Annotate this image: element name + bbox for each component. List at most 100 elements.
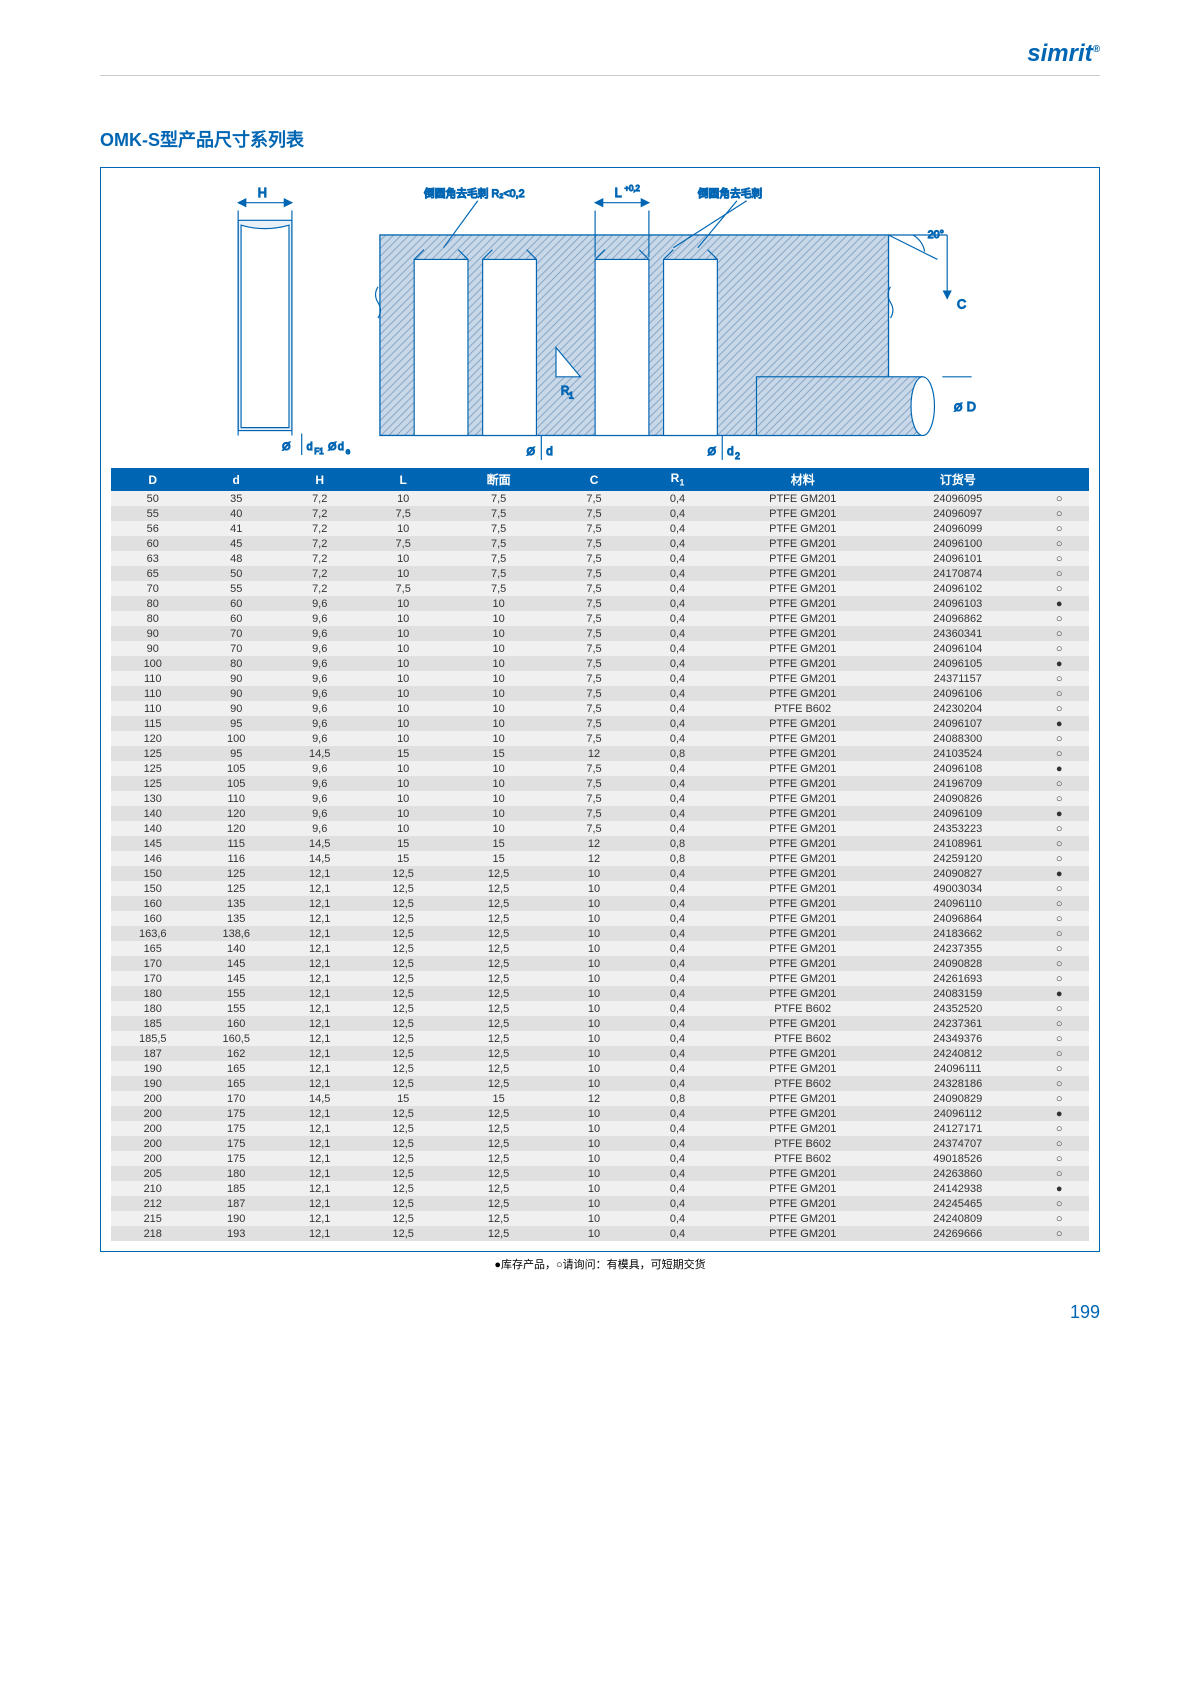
table-cell: 110 — [111, 686, 194, 701]
table-cell: PTFE GM201 — [719, 851, 886, 866]
table-cell: 0,4 — [636, 491, 719, 506]
table-cell: 10 — [552, 1196, 635, 1211]
table-cell: PTFE B602 — [719, 1031, 886, 1046]
table-cell: 125 — [194, 881, 277, 896]
table-row: 19016512,112,512,5100,4PTFE GM2012409611… — [111, 1061, 1089, 1076]
table-cell: 180 — [194, 1166, 277, 1181]
table-cell: 200 — [111, 1091, 194, 1106]
table-cell: 10 — [361, 641, 444, 656]
table-cell: 12,1 — [278, 1151, 361, 1166]
table-cell: PTFE GM201 — [719, 836, 886, 851]
svg-text:Ø: Ø — [708, 446, 716, 458]
table-cell: 165 — [194, 1061, 277, 1076]
table-cell: 0,4 — [636, 1076, 719, 1091]
table-cell: 0,4 — [636, 821, 719, 836]
svg-text:d: d — [338, 441, 344, 453]
table-cell: 212 — [111, 1196, 194, 1211]
table-cell: 170 — [111, 971, 194, 986]
table-cell: 15 — [445, 1091, 552, 1106]
table-cell: 120 — [194, 821, 277, 836]
table-cell: ○ — [1029, 896, 1089, 911]
table-cell: 12,1 — [278, 1046, 361, 1061]
table-cell: 12,5 — [361, 971, 444, 986]
table-cell: 24096109 — [886, 806, 1029, 821]
table-cell: 12,5 — [445, 896, 552, 911]
table-cell: PTFE GM201 — [719, 1106, 886, 1121]
table-cell: 10 — [552, 926, 635, 941]
table-cell: 24237355 — [886, 941, 1029, 956]
table-cell: 0,4 — [636, 671, 719, 686]
col-header-7: 材料 — [719, 468, 886, 491]
table-cell: 10 — [552, 1121, 635, 1136]
page-title: OMK-S型产品尺寸系列表 — [100, 126, 1100, 152]
table-cell: 12,1 — [278, 866, 361, 881]
table-row: 185,5160,512,112,512,5100,4PTFE B6022434… — [111, 1031, 1089, 1046]
table-cell: ○ — [1029, 1226, 1089, 1241]
table-row: 1251059,610107,50,4PTFE GM20124096108● — [111, 761, 1089, 776]
table-cell: 12,5 — [361, 1046, 444, 1061]
table-cell: 0,4 — [636, 581, 719, 596]
table-row: 21519012,112,512,5100,4PTFE GM2012424080… — [111, 1211, 1089, 1226]
table-cell: 12,1 — [278, 971, 361, 986]
table-cell: 163,6 — [111, 926, 194, 941]
table-cell: 200 — [111, 1106, 194, 1121]
table-cell: 0,4 — [636, 1226, 719, 1241]
table-cell: PTFE GM201 — [719, 1181, 886, 1196]
table-cell: 125 — [111, 761, 194, 776]
table-cell: 7,5 — [552, 776, 635, 791]
table-cell: 0,4 — [636, 896, 719, 911]
table-cell: ○ — [1029, 491, 1089, 506]
table-cell: 12,5 — [361, 1181, 444, 1196]
table-cell: PTFE GM201 — [719, 506, 886, 521]
table-cell: 12,5 — [361, 1001, 444, 1016]
table-cell: 10 — [361, 686, 444, 701]
col-header-3: L — [361, 468, 444, 491]
table-cell: 170 — [194, 1091, 277, 1106]
table-cell: 125 — [111, 776, 194, 791]
table-cell: 160,5 — [194, 1031, 277, 1046]
table-cell: 0,8 — [636, 851, 719, 866]
table-cell: 24142938 — [886, 1181, 1029, 1196]
table-cell: 24088300 — [886, 731, 1029, 746]
table-cell: 0,4 — [636, 911, 719, 926]
table-cell: 24349376 — [886, 1031, 1029, 1046]
table-cell: 60 — [194, 596, 277, 611]
table-cell: 24090828 — [886, 956, 1029, 971]
table-cell: 0,4 — [636, 716, 719, 731]
col-header-4: 断面 — [445, 468, 552, 491]
table-cell: 24170874 — [886, 566, 1029, 581]
table-cell: ○ — [1029, 1031, 1089, 1046]
table-cell: PTFE GM201 — [719, 716, 886, 731]
table-cell: 200 — [111, 1136, 194, 1151]
table-cell: 12,1 — [278, 926, 361, 941]
table-cell: 0,4 — [636, 761, 719, 776]
table-cell: 7,5 — [445, 566, 552, 581]
header-rule — [100, 75, 1100, 76]
table-cell: 9,6 — [278, 626, 361, 641]
table-cell: 12,1 — [278, 1166, 361, 1181]
table-cell: 24196709 — [886, 776, 1029, 791]
table-cell: 12,1 — [278, 911, 361, 926]
svg-text:C: C — [957, 296, 966, 311]
table-cell: 10 — [552, 941, 635, 956]
table-cell: 12,5 — [445, 1181, 552, 1196]
table-cell: 7,5 — [552, 551, 635, 566]
table-row: 17014512,112,512,5100,4PTFE GM2012426169… — [111, 971, 1089, 986]
table-cell: 200 — [111, 1121, 194, 1136]
table-cell: 175 — [194, 1151, 277, 1166]
diagram-container: H Ø d F1 Ø d e — [100, 167, 1100, 1252]
table-cell: 125 — [194, 866, 277, 881]
table-cell: 10 — [552, 896, 635, 911]
table-cell: 15 — [361, 836, 444, 851]
table-cell: 9,6 — [278, 686, 361, 701]
table-row: 20017512,112,512,5100,4PTFE GM2012412717… — [111, 1121, 1089, 1136]
table-cell: 187 — [111, 1046, 194, 1061]
table-cell: PTFE GM201 — [719, 776, 886, 791]
table-cell: 7,5 — [552, 566, 635, 581]
table-cell: 10 — [361, 566, 444, 581]
table-cell: ○ — [1029, 791, 1089, 806]
table-cell: 12,5 — [361, 1196, 444, 1211]
table-cell: 10 — [361, 761, 444, 776]
table-cell: ○ — [1029, 926, 1089, 941]
table-cell: PTFE GM201 — [719, 731, 886, 746]
